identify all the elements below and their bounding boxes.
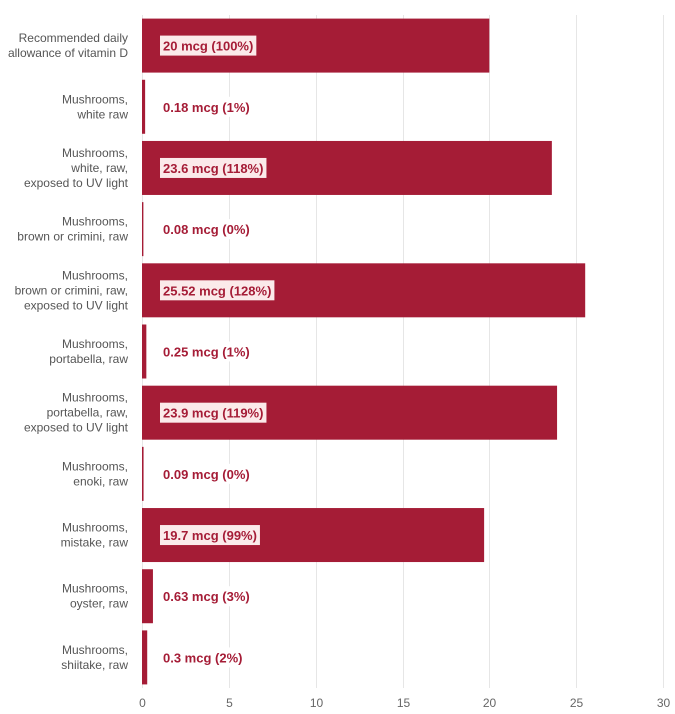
category-label: Mushrooms, enoki, raw	[62, 459, 128, 488]
grid-lines	[142, 15, 664, 688]
category-label: Mushrooms, oyster, raw	[62, 582, 128, 611]
category-label: Mushrooms, brown or crimini, raw, exposed …	[15, 268, 129, 312]
category-label: Mushrooms, white, raw, exposed to UV light	[24, 146, 129, 190]
x-tick-label: 10	[310, 696, 324, 710]
data-label: 25.52 mcg (128%)	[160, 280, 275, 301]
data-label: 0.18 mcg (1%)	[160, 96, 253, 117]
x-tick-label: 25	[570, 696, 584, 710]
category-labels: Recommended daily allowance of vitamin D M…	[8, 31, 129, 672]
data-label: 19.7 mcg (99%)	[160, 525, 260, 546]
svg-text:23.9 mcg (119%): 23.9 mcg (119%)	[163, 406, 263, 421]
data-label-box	[160, 463, 253, 484]
data-label: 23.9 mcg (119%)	[160, 402, 267, 423]
x-axis-tick-labels: 0 5 10 15 20 25 30	[139, 696, 670, 710]
data-label: 0.63 mcg (3%)	[160, 586, 253, 607]
data-label: 0.09 mcg (0%)	[160, 463, 253, 484]
svg-text:0.09 mcg (0%): 0.09 mcg (0%)	[163, 467, 250, 482]
data-label-box	[160, 280, 275, 301]
data-label-box	[160, 35, 257, 56]
bar	[142, 79, 146, 134]
category-label: Mushrooms, shiitake, raw	[61, 643, 128, 672]
data-label: 0.3 mcg (2%)	[160, 647, 246, 668]
data-label-box	[160, 96, 253, 117]
data-label: 0.25 mcg (1%)	[160, 341, 253, 362]
bar	[142, 569, 153, 624]
bar	[142, 202, 144, 257]
bar	[142, 324, 147, 379]
bar	[142, 446, 144, 501]
svg-text:0.25 mcg (1%): 0.25 mcg (1%)	[163, 345, 250, 360]
data-label: 20 mcg (100%)	[160, 35, 257, 56]
data-label-box	[160, 586, 253, 607]
data-labels: 20 mcg (100%) 0.18 mcg (1%) 23.6 mcg (118%…	[160, 35, 275, 668]
svg-text:0.63 mcg (3%): 0.63 mcg (3%)	[163, 589, 250, 604]
data-label-box	[160, 219, 253, 240]
bar	[142, 630, 148, 685]
data-label-box	[160, 402, 267, 423]
category-label: Mushrooms, brown or crimini, raw	[17, 215, 128, 244]
svg-text:0.3 mcg (2%): 0.3 mcg (2%)	[163, 650, 242, 665]
data-label: 0.08 mcg (0%)	[160, 219, 253, 240]
category-label: Mushrooms, white raw	[62, 92, 128, 121]
category-label: Mushrooms, mistake, raw	[61, 521, 129, 550]
x-tick-label: 0	[139, 696, 146, 710]
x-tick-label: 15	[397, 696, 411, 710]
svg-text:0.08 mcg (0%): 0.08 mcg (0%)	[163, 222, 250, 237]
svg-text:20 mcg (100%): 20 mcg (100%)	[163, 39, 253, 54]
svg-text:19.7 mcg (99%): 19.7 mcg (99%)	[163, 528, 257, 543]
data-label-box	[160, 157, 267, 178]
data-label-box	[160, 525, 260, 546]
svg-text:0.18 mcg (1%): 0.18 mcg (1%)	[163, 100, 250, 115]
data-label-box	[160, 647, 246, 668]
category-label: Mushrooms, portabella, raw	[49, 337, 128, 366]
x-tick-label: 5	[226, 696, 233, 710]
category-label: Mushrooms, portabella, raw, exposed to UV …	[24, 391, 129, 435]
svg-text:25.52 mcg (128%): 25.52 mcg (128%)	[163, 283, 271, 298]
svg-text:23.6 mcg (118%): 23.6 mcg (118%)	[163, 161, 263, 176]
x-tick-label: 20	[483, 696, 497, 710]
data-label-box	[160, 341, 253, 362]
data-label: 23.6 mcg (118%)	[160, 157, 267, 178]
category-label: Recommended daily allowance of vitamin D	[8, 31, 128, 60]
x-tick-label: 30	[657, 696, 671, 710]
